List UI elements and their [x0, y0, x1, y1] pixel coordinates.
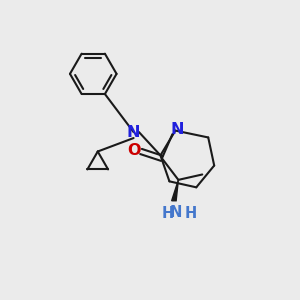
Polygon shape [172, 180, 178, 201]
Text: H: H [184, 206, 196, 221]
Text: H: H [162, 206, 174, 221]
Text: N: N [127, 124, 140, 140]
Text: N: N [169, 205, 182, 220]
Text: O: O [128, 143, 141, 158]
Text: N: N [170, 122, 184, 137]
